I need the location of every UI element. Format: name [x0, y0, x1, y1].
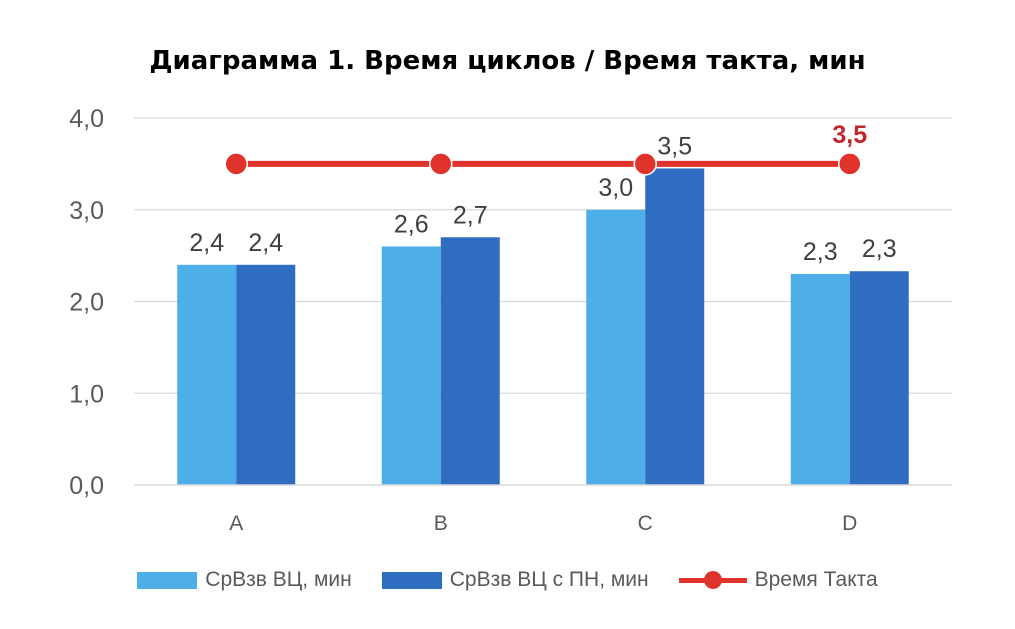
data-label-C-series-1: 3,0: [598, 174, 633, 202]
data-label-D-series-2: 2,3: [862, 235, 897, 263]
bars: [177, 168, 909, 485]
x-tick-label-A: A: [229, 512, 243, 535]
legend-label-series-2: СрВзв ВЦ с ПН, мин: [449, 568, 649, 591]
bar-A-series-1: [177, 264, 237, 485]
chart-title: Диаграмма 1. Время циклов / Время такта,…: [149, 46, 866, 76]
legend-item-series-3: Время Такта: [678, 568, 878, 592]
bar-B-series-1: [381, 246, 441, 485]
y-tick-label-4: 4,0: [69, 105, 104, 133]
takt-marker-C: [633, 152, 657, 176]
data-label-takt-D: 3,5: [832, 121, 867, 149]
y-tick-label-1: 1,0: [69, 380, 104, 408]
legend-line-marker-icon: [678, 570, 747, 590]
legend-swatch-series-1: [137, 571, 198, 589]
data-label-A-series-1: 2,4: [189, 229, 224, 257]
legend: СрВзв ВЦ, мин СрВзв ВЦ с ПН, мин Время Т…: [0, 568, 1015, 592]
y-tick-label-0: 0,0: [69, 472, 104, 500]
legend-label-series-1: СрВзв ВЦ, мин: [205, 568, 352, 591]
data-label-B-series-1: 2,6: [394, 210, 429, 238]
legend-item-series-1: СрВзв ВЦ, мин: [137, 568, 352, 592]
x-axis: A B C D: [134, 484, 952, 535]
bar-C-series-2: [645, 168, 705, 485]
legend-swatch-series-2: [381, 571, 442, 589]
takt-line-series: [224, 152, 862, 176]
takt-marker-D: [838, 152, 862, 176]
bar-D-series-1: [790, 273, 850, 485]
takt-marker-B: [429, 152, 453, 176]
y-tick-label-2: 2,0: [69, 289, 104, 317]
y-tick-label-3: 3,0: [69, 197, 104, 225]
data-labels: 2,4 2,4 2,6 2,7 3,0 3,5 2,3 2,3 3,5: [189, 121, 896, 266]
x-tick-label-B: B: [434, 512, 448, 535]
legend-item-series-2: СрВзв ВЦ с ПН, мин: [381, 568, 649, 592]
x-tick-label-D: D: [842, 512, 857, 535]
bar-C-series-1: [586, 209, 646, 485]
data-label-D-series-1: 2,3: [803, 238, 838, 266]
bar-A-series-2: [236, 264, 296, 485]
x-tick-label-C: C: [638, 512, 653, 535]
data-label-B-series-2: 2,7: [453, 201, 488, 229]
bar-B-series-2: [440, 237, 500, 485]
bar-D-series-2: [849, 271, 909, 485]
data-label-A-series-2: 2,4: [248, 229, 283, 257]
legend-label-series-3: Время Такта: [754, 568, 878, 591]
takt-marker-A: [224, 152, 248, 176]
data-label-C-series-2: 3,5: [657, 132, 692, 160]
